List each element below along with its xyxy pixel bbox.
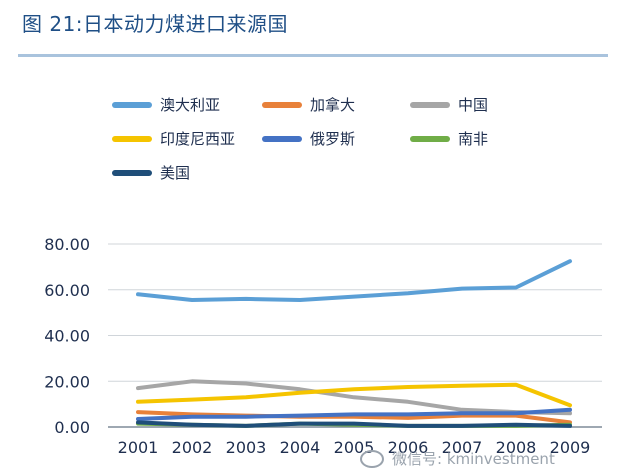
legend-item-indonesia: 印度尼西亚 [112,128,235,149]
legend-swatch-australia [112,101,152,108]
legend-label-south-africa: 南非 [458,130,489,148]
x-tick-label: 2009 [550,438,591,457]
legend-label-australia: 澳大利亚 [160,96,221,114]
x-tick-label: 2003 [226,438,267,457]
x-tick-label: 2004 [280,438,321,457]
x-tick-label: 2007 [442,438,483,457]
legend-swatch-south-africa [410,135,450,142]
watermark-text: 微信号: kminvestment [392,450,555,468]
legend-swatch-canada [262,101,302,108]
legend-item-canada: 加拿大 [262,94,355,115]
y-tick-label: 60.00 [44,281,90,300]
series-line-indonesia [136,382,572,408]
legend-label-indonesia: 印度尼西亚 [160,130,236,148]
x-tick-label: 2001 [118,438,159,457]
y-tick-label: 20.00 [44,372,90,391]
wechat-icon [360,449,384,468]
series-line-russia [136,407,572,421]
legend-label-china: 中国 [458,96,489,114]
watermark: 微信号: kminvestment [360,448,555,469]
legend-item-australia: 澳大利亚 [112,94,220,115]
legend-label-canada: 加拿大 [310,96,356,114]
x-tick-label: 2002 [172,438,213,457]
y-tick-label: 0.00 [54,418,90,437]
legend-label-russia: 俄罗斯 [310,130,356,148]
legend-swatch-indonesia [112,135,152,142]
x-tick-label: 2006 [388,438,429,457]
y-tick-label: 40.00 [44,327,90,346]
legend-swatch-china [410,101,450,108]
legend-swatch-usa [112,169,152,176]
legend-item-russia: 俄罗斯 [262,128,355,149]
legend-item-china: 中国 [410,94,488,115]
title-divider [18,54,608,57]
legend-label-usa: 美国 [160,164,191,182]
series-line-australia [136,259,572,302]
series-line-usa [136,420,572,428]
legend-item-south-africa: 南非 [410,128,488,149]
legend-swatch-russia [262,135,302,142]
y-tick-label: 80.00 [44,235,90,254]
legend-item-usa: 美国 [112,162,190,183]
chart-title: 图 21:日本动力煤进口来源国 [22,12,289,36]
x-tick-label: 2008 [496,438,537,457]
